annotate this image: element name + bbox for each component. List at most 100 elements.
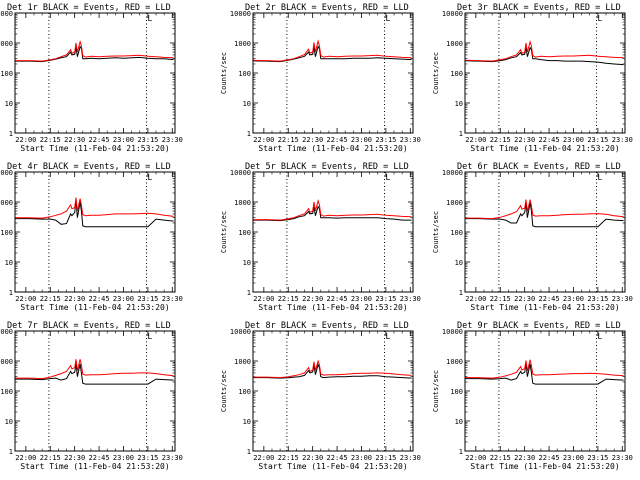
x-tick-label: 23:15 bbox=[137, 454, 158, 462]
y-tick-label: 1000 bbox=[446, 358, 463, 366]
detector-panel-8: Det 8r BLACK = Events, RED = LLD Counts/s… bbox=[220, 321, 421, 471]
x-tick-label: 22:15 bbox=[278, 136, 299, 144]
marker-label: L bbox=[386, 332, 391, 341]
x-tick-label: 22:30 bbox=[302, 136, 323, 144]
y-axis-label: Counts/sec bbox=[432, 52, 440, 94]
y-tick-label: 100 bbox=[450, 388, 463, 396]
x-axis-label: Start Time (11-Feb-04 21:53:20) bbox=[470, 303, 619, 312]
y-tick-label: 100 bbox=[0, 70, 13, 78]
x-tick-label: 22:15 bbox=[40, 295, 61, 303]
series-line-lld bbox=[15, 359, 174, 380]
x-tick-label: 22:30 bbox=[64, 136, 85, 144]
x-tick-label: 22:30 bbox=[302, 454, 323, 462]
x-tick-label: 22:30 bbox=[514, 295, 535, 303]
x-tick-label: 23:15 bbox=[137, 136, 158, 144]
y-tick-label: 1 bbox=[247, 289, 251, 297]
x-tick-label: 23:00 bbox=[351, 136, 372, 144]
x-tick-label: 22:15 bbox=[278, 295, 299, 303]
series-line-lld bbox=[465, 199, 624, 220]
y-axis-label: Counts/sec bbox=[220, 211, 228, 253]
x-tick-label: 22:00 bbox=[465, 454, 486, 462]
x-tick-label: 22:15 bbox=[490, 295, 511, 303]
plot-frame bbox=[14, 330, 176, 452]
x-tick-label: 22:45 bbox=[327, 454, 348, 462]
x-tick-label: 22:00 bbox=[15, 295, 36, 303]
y-tick-label: 1000 bbox=[0, 358, 13, 366]
x-tick-label: 22:15 bbox=[490, 136, 511, 144]
x-tick-label: 22:00 bbox=[465, 295, 486, 303]
y-tick-label: 1 bbox=[247, 130, 251, 138]
x-tick-label: 23:00 bbox=[113, 295, 134, 303]
x-tick-label: 23:00 bbox=[113, 454, 134, 462]
x-tick-label: 23:30 bbox=[162, 454, 183, 462]
panel-title: Det 4r BLACK = Events, RED = LLD bbox=[7, 162, 171, 172]
plot-frame bbox=[14, 12, 176, 134]
y-tick-label: 1000 bbox=[0, 199, 13, 207]
x-tick-label: 22:45 bbox=[539, 454, 560, 462]
x-tick-label: 22:15 bbox=[490, 454, 511, 462]
panel-title: Det 5r BLACK = Events, RED = LLD bbox=[245, 162, 409, 172]
series-line-lld bbox=[464, 40, 624, 62]
series-line-lld bbox=[15, 197, 174, 219]
x-axis-label: Start Time (11-Feb-04 21:53:20) bbox=[470, 144, 619, 153]
x-axis-label: Start Time (11-Feb-04 21:53:20) bbox=[258, 462, 407, 471]
plot-frame bbox=[252, 171, 414, 293]
y-tick-label: 1000 bbox=[234, 199, 251, 207]
x-tick-label: 23:15 bbox=[587, 454, 608, 462]
series-line-events bbox=[465, 202, 624, 228]
marker-label: L bbox=[386, 14, 391, 23]
y-tick-label: 10000 bbox=[0, 10, 13, 18]
panel-title: Det 1r BLACK = Events, RED = LLD bbox=[7, 3, 171, 13]
y-tick-label: 100 bbox=[0, 229, 13, 237]
plot-frame bbox=[14, 171, 176, 293]
y-tick-label: 1000 bbox=[446, 199, 463, 207]
x-tick-label: 23:15 bbox=[587, 136, 608, 144]
x-tick-label: 22:30 bbox=[514, 454, 535, 462]
x-tick-label: 22:00 bbox=[15, 454, 36, 462]
marker-label: L bbox=[148, 332, 153, 341]
y-tick-label: 1 bbox=[9, 448, 13, 456]
panel-title: Det 7r BLACK = Events, RED = LLD bbox=[7, 321, 171, 331]
series-line-events bbox=[15, 363, 174, 385]
series-line-events bbox=[15, 200, 174, 228]
y-tick-label: 10 bbox=[243, 418, 251, 426]
y-tick-label: 10000 bbox=[442, 328, 463, 336]
x-tick-label: 22:00 bbox=[253, 295, 274, 303]
detector-panel-9: Det 9r BLACK = Events, RED = LLD Counts/s… bbox=[432, 321, 633, 471]
y-tick-label: 10 bbox=[455, 418, 463, 426]
x-tick-label: 23:15 bbox=[587, 295, 608, 303]
plot-frame bbox=[252, 330, 414, 452]
plot-frame bbox=[464, 330, 626, 452]
series-line-lld bbox=[465, 359, 624, 379]
y-tick-label: 10 bbox=[243, 100, 251, 108]
y-tick-label: 10000 bbox=[230, 10, 251, 18]
series-line-events bbox=[464, 46, 624, 66]
series-line-events bbox=[253, 205, 412, 222]
detector-panel-1: Det 1r BLACK = Events, RED = LLDCounts/s… bbox=[0, 3, 183, 153]
x-axis-label: Start Time (11-Feb-04 21:53:20) bbox=[258, 303, 407, 312]
y-tick-label: 10000 bbox=[230, 169, 251, 177]
y-tick-label: 1 bbox=[247, 448, 251, 456]
panel-title: Det 8r BLACK = Events, RED = LLD bbox=[245, 321, 409, 331]
x-tick-label: 22:45 bbox=[327, 136, 348, 144]
series-line-lld bbox=[253, 359, 412, 379]
x-tick-label: 22:15 bbox=[40, 454, 61, 462]
plot-frame bbox=[464, 171, 626, 293]
x-tick-label: 23:30 bbox=[400, 295, 421, 303]
x-tick-label: 22:00 bbox=[253, 454, 274, 462]
y-tick-label: 10 bbox=[243, 259, 251, 267]
x-tick-label: 23:15 bbox=[375, 454, 396, 462]
y-tick-label: 1 bbox=[459, 448, 463, 456]
x-tick-label: 23:00 bbox=[563, 295, 584, 303]
x-tick-label: 22:30 bbox=[64, 454, 85, 462]
detector-panel-3: Det 3r BLACK = Events, RED = LLD Counts/s… bbox=[432, 3, 633, 153]
y-tick-label: 1 bbox=[9, 130, 13, 138]
y-tick-label: 10000 bbox=[230, 328, 251, 336]
x-tick-label: 22:15 bbox=[40, 136, 61, 144]
marker-label: L bbox=[148, 173, 153, 182]
y-axis-label: Counts/sec bbox=[432, 370, 440, 412]
marker-label: L bbox=[386, 173, 391, 182]
panel-title: Det 6r BLACK = Events, RED = LLD bbox=[457, 162, 621, 172]
